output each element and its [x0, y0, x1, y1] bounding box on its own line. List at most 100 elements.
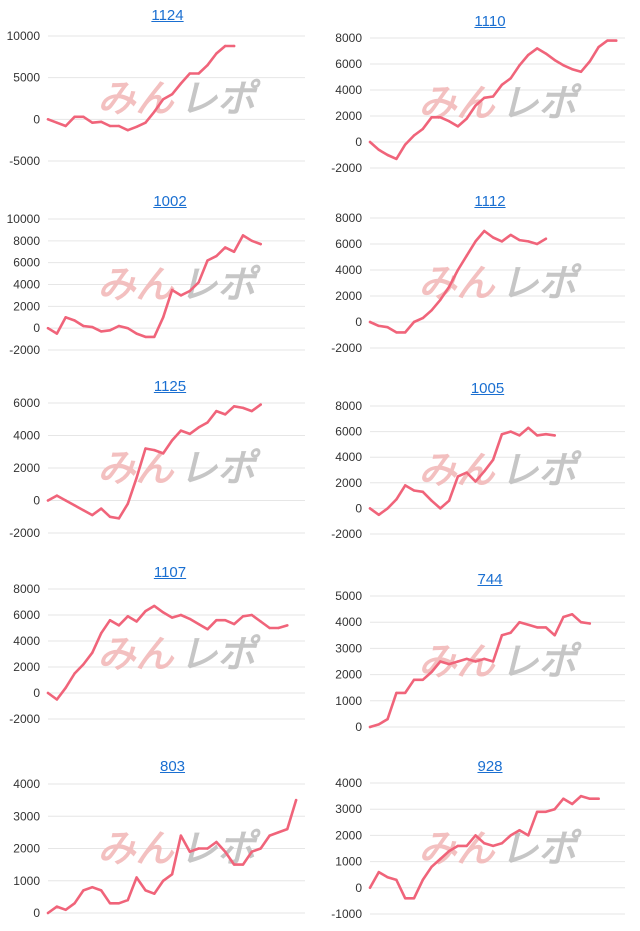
data-point [535, 626, 539, 629]
data-point [277, 831, 280, 834]
data-point [509, 430, 512, 433]
data-point [368, 507, 372, 510]
data-point [135, 876, 138, 879]
data-point [527, 623, 530, 626]
watermark-right: レポ [180, 827, 262, 871]
chart-title-link[interactable]: 744 [477, 571, 503, 588]
data-point [100, 120, 103, 124]
chart-title-link[interactable]: 803 [159, 758, 186, 775]
data-point [597, 45, 600, 49]
data-point [439, 116, 442, 119]
data-point [447, 285, 451, 289]
y-tick-label: 2000 [335, 109, 362, 123]
chart-title-link[interactable]: 1107 [153, 564, 187, 581]
chart-title-link[interactable]: 1002 [153, 193, 187, 210]
chart-title-link[interactable]: 1110 [474, 13, 506, 30]
data-point [404, 484, 407, 487]
data-point [55, 332, 59, 335]
y-tick-label: -5000 [9, 154, 40, 168]
line-chart: 10000 8000 6000 4000 2000 0 -2000 みん レポ [7, 212, 305, 357]
y-tick-label: 4000 [335, 776, 362, 790]
data-point [483, 842, 486, 845]
data-point [412, 489, 416, 492]
data-point [215, 254, 218, 258]
series-line [46, 604, 289, 701]
data-point [250, 239, 253, 242]
data-point [162, 316, 165, 319]
data-point [553, 634, 556, 637]
y-tick-label: 8000 [13, 234, 40, 248]
y-tick-label: 2000 [13, 660, 40, 674]
chart-title-link[interactable]: 1124 [151, 7, 184, 24]
data-point [206, 63, 209, 67]
data-point [55, 905, 59, 908]
chart-title-link[interactable]: 928 [477, 758, 503, 775]
data-point [404, 143, 407, 146]
data-point [465, 657, 468, 661]
y-tick-label: 0 [33, 321, 40, 335]
data-point [100, 889, 103, 892]
y-tick-label: 10000 [7, 212, 41, 226]
data-point [377, 513, 380, 516]
data-point [250, 409, 253, 413]
data-point [535, 47, 539, 50]
data-point [277, 626, 280, 630]
line-chart: 8000 6000 4000 2000 0 -2000 みん レポ [331, 399, 625, 541]
data-point [535, 810, 539, 813]
data-point [224, 413, 227, 416]
chart-title-link[interactable]: 1005 [470, 380, 505, 397]
data-point [153, 604, 156, 608]
data-point [73, 319, 76, 322]
y-tick-label: 8000 [335, 31, 362, 45]
y-tick-label: -2000 [331, 341, 362, 355]
data-point [483, 657, 486, 661]
data-point [232, 863, 236, 866]
data-point [527, 53, 530, 57]
data-point [268, 626, 271, 630]
data-point [144, 609, 147, 613]
data-point [518, 434, 521, 437]
chart-title-link[interactable]: 1112 [474, 193, 506, 210]
y-tick-label: 0 [33, 494, 40, 508]
y-tick-label: 0 [33, 112, 40, 126]
data-point [250, 850, 253, 853]
data-point [562, 615, 565, 619]
line-chart: 8000 6000 4000 2000 0 -2000 みん レポ [331, 211, 625, 355]
data-point [377, 723, 380, 726]
chart-panel-1002: 1002 10000 8000 6000 4000 2000 0 -2000 みん レポ [0, 186, 320, 372]
data-point [527, 426, 530, 429]
data-point [615, 39, 618, 42]
data-point [55, 121, 59, 124]
data-point [206, 628, 209, 631]
y-tick-label: 10000 [7, 29, 41, 43]
data-point [46, 118, 50, 121]
data-point [46, 911, 50, 915]
chart-panel-744: 744 5000 4000 3000 2000 1000 0 みん レポ [320, 558, 640, 744]
data-point [126, 898, 129, 902]
data-point [430, 670, 433, 674]
data-point [430, 116, 433, 119]
data-point [241, 234, 245, 237]
data-point [135, 476, 138, 479]
data-point [404, 331, 407, 334]
data-point [430, 309, 433, 312]
data-point [91, 886, 94, 889]
chart-title-link[interactable]: 1125 [153, 378, 187, 395]
data-point [456, 268, 460, 272]
data-point [73, 504, 76, 507]
data-point [500, 240, 504, 243]
chart-panel-928: 928 4000 3000 2000 1000 0 -1000 みん レポ [320, 744, 640, 931]
data-point [588, 797, 591, 800]
data-point [430, 865, 433, 868]
data-point [206, 421, 209, 424]
data-point [588, 60, 591, 63]
data-point [135, 620, 138, 623]
data-point [224, 850, 227, 853]
chart-panel-1124: 1124 10000 5000 0 -5000 みん レポ [0, 0, 320, 186]
data-point [474, 480, 477, 483]
data-point [500, 433, 504, 436]
watermark-right: レポ [180, 263, 262, 307]
data-point [117, 124, 121, 128]
data-point [553, 808, 556, 811]
